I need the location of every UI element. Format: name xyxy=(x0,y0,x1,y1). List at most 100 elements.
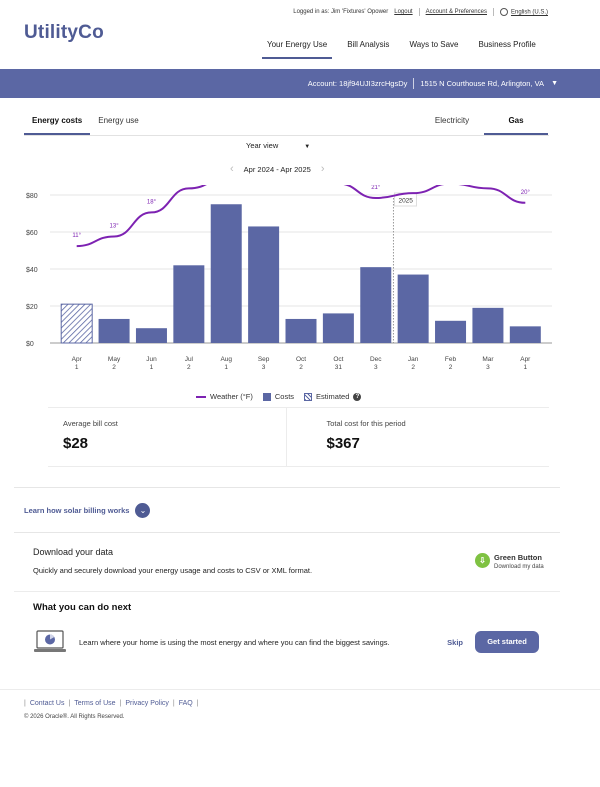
view-select-value: Year view xyxy=(246,141,279,150)
contact-us-link[interactable]: Contact Us xyxy=(29,700,65,707)
tab-energy-costs[interactable]: Energy costs xyxy=(24,116,91,136)
total-cost-cell: Total cost for this period $367 xyxy=(285,408,550,466)
download-section: Download your data Quickly and securely … xyxy=(33,547,548,575)
x-tick-day: 1 xyxy=(150,364,154,371)
x-tick-day: 2 xyxy=(449,364,453,371)
laptop-icon xyxy=(34,630,66,652)
legend-estimated-label: Estimated xyxy=(316,392,350,401)
solar-billing-label: Learn how solar billing works xyxy=(24,505,130,515)
x-tick-month: Apr xyxy=(72,356,83,363)
x-tick-day: 31 xyxy=(335,364,343,371)
get-started-button[interactable]: Get started xyxy=(475,631,539,653)
cost-bar xyxy=(248,226,280,343)
x-tick-month: Feb xyxy=(445,356,457,363)
divider xyxy=(14,591,560,592)
divider: | xyxy=(119,700,122,707)
legend-estimated[interactable]: Estimated? xyxy=(304,392,362,401)
legend-costs[interactable]: Costs xyxy=(262,392,295,401)
weather-line xyxy=(76,185,526,248)
nav-your-energy-use[interactable]: Your Energy Use xyxy=(262,40,333,59)
divider: | xyxy=(24,700,26,707)
legend-weather[interactable]: Weather (°F) xyxy=(196,392,253,401)
x-tick-month: Oct xyxy=(296,356,306,363)
logo[interactable]: UtilityCo xyxy=(24,22,104,43)
total-cost-label: Total cost for this period xyxy=(326,419,406,428)
account-selector[interactable]: Account: 18jf94UJI3zrcHgsDy 1515 N Court… xyxy=(0,69,600,98)
language-selector[interactable]: English (U.S.) xyxy=(499,8,548,16)
weather-label: 11° xyxy=(72,233,81,239)
bill-stats: Average bill cost $28 Total cost for thi… xyxy=(48,407,549,467)
cost-bar xyxy=(285,318,317,343)
account-preferences-link[interactable]: Account & Preferences xyxy=(425,9,487,15)
costs-swatch xyxy=(262,392,271,401)
x-tick-month: Apr xyxy=(520,356,531,363)
download-title: Download your data xyxy=(33,547,114,557)
download-text: Quickly and securely download your energ… xyxy=(33,566,313,575)
average-bill-value: $28 xyxy=(63,435,89,452)
chevron-left-icon[interactable]: ‹ xyxy=(230,163,234,175)
weather-label: 20° xyxy=(521,190,531,196)
legend-costs-label: Costs xyxy=(274,392,295,401)
faq-link[interactable]: FAQ xyxy=(178,700,193,707)
average-bill-cell: Average bill cost $28 xyxy=(48,408,286,466)
globe-icon xyxy=(499,8,508,16)
x-tick-day: 2 xyxy=(187,364,191,371)
divider: | xyxy=(172,700,175,707)
y-tick-label: $60 xyxy=(26,230,38,237)
terms-of-use-link[interactable]: Terms of Use xyxy=(74,700,116,707)
nav-ways-to-save[interactable]: Ways to Save xyxy=(409,40,459,49)
fuel-tabs: Electricity Gas xyxy=(420,116,548,136)
green-button-subtitle: Download my data xyxy=(494,564,544,570)
account-address: 1515 N Courthouse Rd, Arlington, VA xyxy=(420,79,545,88)
tab-divider xyxy=(24,135,549,136)
footer-divider xyxy=(0,689,600,690)
x-tick-month: Jun xyxy=(146,356,157,363)
tab-electricity[interactable]: Electricity xyxy=(434,116,470,125)
y-tick-label: $0 xyxy=(26,341,34,348)
divider: | xyxy=(196,700,199,707)
cost-bar xyxy=(360,267,392,343)
next-steps-title: What you can do next xyxy=(33,602,132,613)
logout-link[interactable]: Logout xyxy=(394,9,413,15)
caret-down-icon: ▼ xyxy=(551,80,558,87)
weather-label: 18° xyxy=(147,199,157,205)
total-cost-value: $367 xyxy=(326,435,360,452)
divider xyxy=(413,78,415,89)
nav-bill-analysis[interactable]: Bill Analysis xyxy=(347,40,390,49)
period-selector: ‹ Apr 2024 - Apr 2025 › xyxy=(230,163,324,175)
x-tick-day: 3 xyxy=(486,364,490,371)
x-tick-day: 2 xyxy=(112,364,116,371)
x-tick-day: 3 xyxy=(374,364,378,371)
chevron-right-icon[interactable]: › xyxy=(320,163,325,175)
estimated-swatch xyxy=(304,392,313,401)
main-nav: Your Energy Use Bill Analysis Ways to Sa… xyxy=(262,40,551,59)
tab-energy-use[interactable]: Energy use xyxy=(98,116,139,125)
logged-in-text: Logged in as: Jim 'Fixtures' Opower xyxy=(293,9,389,15)
divider xyxy=(492,8,494,16)
nav-business-profile[interactable]: Business Profile xyxy=(478,40,536,49)
cost-bar xyxy=(435,320,467,343)
cost-bar xyxy=(397,274,429,343)
view-select[interactable]: Year view ▼ xyxy=(246,141,310,150)
legend-weather-label: Weather (°F) xyxy=(210,392,253,401)
solar-billing-expander[interactable]: Learn how solar billing works ⌄ xyxy=(14,487,560,533)
weather-label: 13° xyxy=(110,223,120,229)
x-tick-day: 2 xyxy=(411,364,415,371)
x-tick-month: Jul xyxy=(185,356,194,363)
y-tick-label: $40 xyxy=(26,267,38,274)
y-tick-label: $20 xyxy=(26,304,38,311)
cost-bar xyxy=(509,326,541,343)
help-icon[interactable]: ? xyxy=(353,392,362,401)
green-button-download[interactable]: ⇩ Green Button Download my data xyxy=(475,553,544,570)
skip-link[interactable]: Skip xyxy=(447,637,463,647)
cost-use-tabs: Energy costs Energy use xyxy=(24,116,147,136)
cost-bar xyxy=(472,307,504,343)
divider: | xyxy=(68,700,71,707)
cost-bar xyxy=(60,303,93,344)
copyright: © 2026 Oracle®. All Rights Reserved. xyxy=(24,714,125,720)
period-label: Apr 2024 - Apr 2025 xyxy=(243,164,311,174)
tab-gas[interactable]: Gas xyxy=(484,116,548,136)
download-icon: ⇩ xyxy=(475,553,490,568)
privacy-policy-link[interactable]: Privacy Policy xyxy=(125,700,169,707)
